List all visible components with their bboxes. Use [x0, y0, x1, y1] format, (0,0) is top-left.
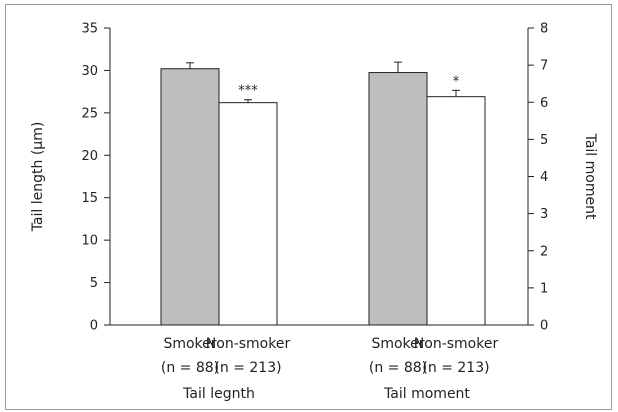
- sample-size-label: (n = 88): [161, 360, 219, 376]
- y-left-axis-title: Tail length (μm): [30, 122, 46, 233]
- y-left-tick-label: 5: [90, 276, 98, 291]
- bar: [368, 72, 428, 326]
- axes: 0 5 10 15 20 25 30 35 0 1 2 3 4 5 6 7 8 Tail length (μm) T…: [30, 22, 598, 334]
- bar: [218, 102, 278, 326]
- bars: ****: [160, 61, 486, 326]
- y-right-tick-label: 7: [540, 59, 548, 74]
- sample-size-label: (n = 213): [422, 360, 489, 376]
- chart-frame: [5, 4, 612, 410]
- y-left-tick-label: 30: [81, 64, 98, 79]
- category-labels: Smoker (n = 88) Non-smoker (n = 213) Tail le…: [161, 336, 499, 402]
- y-left-tick-label: 20: [81, 149, 98, 164]
- series-label: Non-smoker: [414, 336, 499, 352]
- y-left-tick-label: 35: [81, 22, 98, 37]
- significance-marker: *: [453, 74, 460, 89]
- y-right-tick-label: 3: [540, 207, 548, 222]
- bar: [426, 96, 486, 326]
- significance-marker: ***: [238, 84, 258, 99]
- series-label: Smoker: [163, 336, 216, 352]
- y-right-tick-label: 4: [540, 170, 548, 185]
- y-right-tick-label: 1: [540, 281, 548, 296]
- series-label: Non-smoker: [206, 336, 291, 352]
- sample-size-label: (n = 213): [214, 360, 281, 376]
- series-label: Smoker: [371, 336, 424, 352]
- y-right-tick-label: 6: [540, 96, 548, 111]
- y-left-tick-label: 25: [81, 106, 98, 121]
- group-label: Tail moment: [383, 386, 470, 402]
- y-right-tick-label: 5: [540, 133, 548, 148]
- y-left-tick-label: 0: [90, 319, 98, 334]
- y-right-tick-label: 0: [540, 319, 548, 334]
- group-label: Tail legnth: [182, 386, 255, 402]
- y-right-axis-title: Tail moment: [582, 133, 598, 220]
- y-right-tick-label: 8: [540, 22, 548, 37]
- y-right-tick-label: 2: [540, 244, 548, 259]
- bar: [160, 68, 220, 326]
- y-left-tick-label: 15: [81, 191, 98, 206]
- sample-size-label: (n = 88): [369, 360, 427, 376]
- y-left-tick-label: 10: [81, 234, 98, 249]
